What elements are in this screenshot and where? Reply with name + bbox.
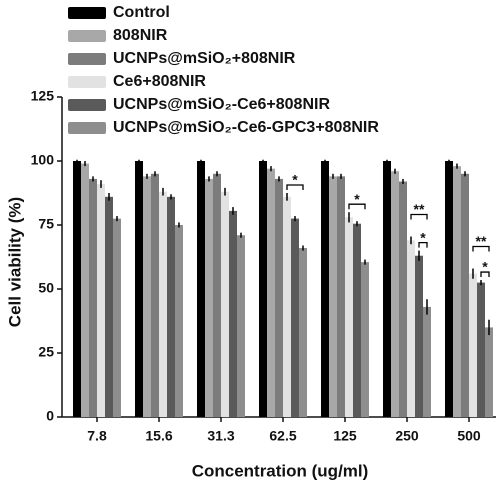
bar [423, 306, 431, 417]
legend-swatch [68, 76, 106, 88]
x-tick-label: 62.5 [269, 428, 296, 444]
bar [321, 161, 329, 417]
legend-label: UCNPs@mSiO₂-Ce6+808NIR [113, 96, 330, 113]
bar [175, 225, 183, 417]
legend-swatch [68, 122, 106, 134]
significance-bracket [480, 271, 490, 278]
legend-label: Ce6+808NIR [113, 73, 206, 90]
y-tick-label: 50 [38, 280, 54, 296]
bar [113, 218, 121, 417]
significance-bracket [472, 245, 490, 252]
bar [291, 218, 299, 417]
bar [461, 173, 469, 417]
x-tick-label: 31.3 [207, 428, 234, 444]
legend-label: Control [113, 4, 170, 21]
bar [353, 223, 361, 417]
significance-label: ** [414, 201, 425, 217]
bar [197, 161, 205, 417]
bar [485, 327, 493, 417]
significance-bracket [418, 241, 428, 248]
bar [445, 161, 453, 417]
bar [151, 173, 159, 417]
x-tick-label: 500 [457, 428, 481, 444]
y-axis-label: Cell viability (%) [5, 197, 24, 327]
significance-label: * [420, 229, 426, 245]
y-tick-label: 125 [31, 88, 55, 104]
legend-label: UCNPs@mSiO₂-Ce6-GPC3+808NIR [113, 119, 379, 136]
legend-label: UCNPs@mSiO₂+808NIR [113, 50, 296, 67]
bar [159, 191, 167, 417]
significance-bracket [348, 203, 366, 210]
bar [275, 178, 283, 417]
x-axis-label: Concentration (ug/ml) [192, 461, 369, 480]
bar [81, 163, 89, 417]
bar [469, 273, 477, 417]
x-tick-label: 7.8 [87, 428, 107, 444]
bar [407, 240, 415, 417]
significance-label: * [292, 172, 298, 188]
x-tick-label: 15.6 [145, 428, 172, 444]
bar [221, 191, 229, 417]
bar [267, 168, 275, 417]
bar [299, 248, 307, 417]
bar [337, 176, 345, 417]
bar [89, 178, 97, 417]
bar [345, 217, 353, 417]
significance-bracket [410, 213, 428, 220]
significance-label: ** [476, 233, 487, 249]
bar [453, 166, 461, 417]
x-tick-label: 250 [395, 428, 419, 444]
bar [361, 262, 369, 417]
bar [477, 282, 485, 417]
y-tick-label: 25 [38, 344, 54, 360]
bar [283, 196, 291, 417]
legend-swatch [68, 99, 106, 111]
bar [259, 161, 267, 417]
bar [167, 196, 175, 417]
bar [97, 184, 105, 417]
significance-bracket [286, 184, 304, 190]
x-tick-label: 125 [333, 428, 357, 444]
bar [135, 161, 143, 417]
bar [143, 176, 151, 417]
bar [399, 181, 407, 417]
bar [329, 176, 337, 417]
significance-label: * [482, 259, 488, 275]
bar [391, 171, 399, 417]
legend-swatch [68, 7, 106, 19]
significance-label: * [354, 191, 360, 207]
legend-swatch [68, 30, 106, 42]
bar [205, 178, 213, 417]
bar [383, 161, 391, 417]
bar [213, 173, 221, 417]
y-tick-label: 75 [38, 216, 54, 232]
legend-swatch [68, 53, 106, 65]
bar [73, 161, 81, 417]
bar [105, 196, 113, 417]
bar [237, 235, 245, 417]
y-tick-label: 100 [31, 152, 55, 168]
y-tick-label: 0 [46, 408, 54, 424]
legend-label: 808NIR [113, 27, 168, 44]
bar [415, 255, 423, 417]
bar [229, 210, 237, 417]
